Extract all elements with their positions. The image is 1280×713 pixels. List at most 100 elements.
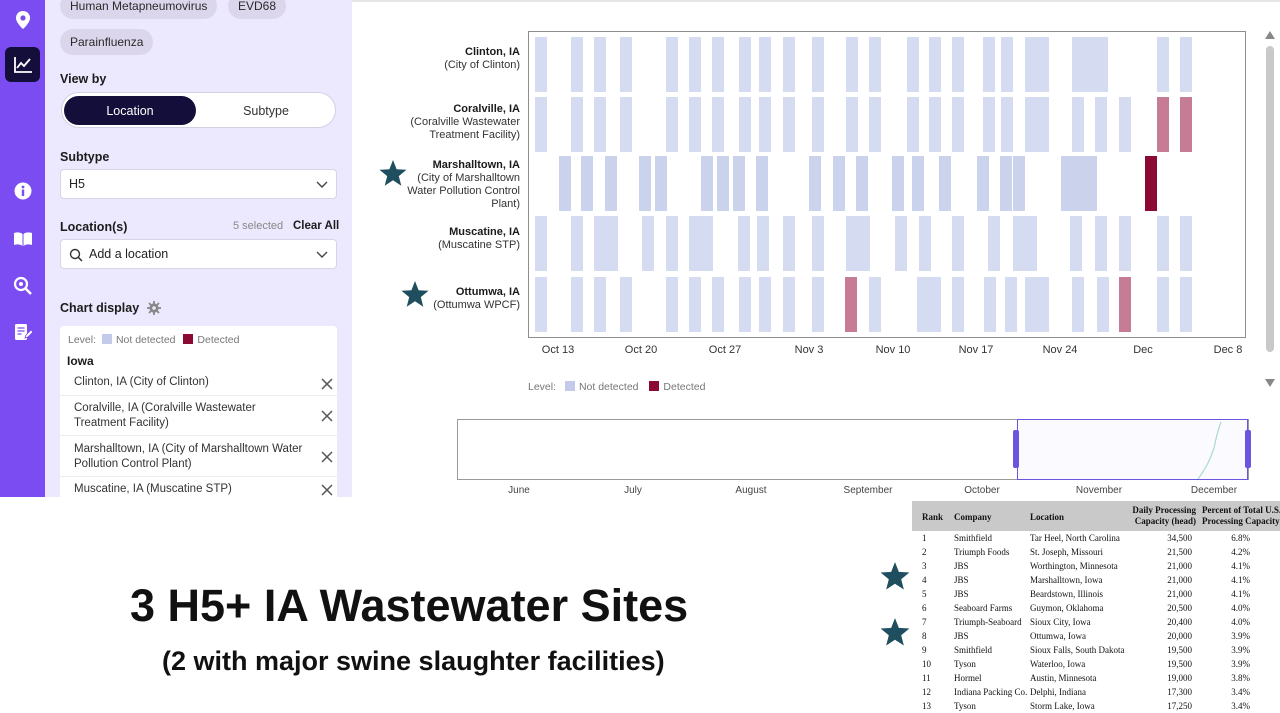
- not-detected-cell[interactable]: [620, 277, 632, 332]
- not-detected-cell[interactable]: [1157, 277, 1169, 332]
- brush-handle-left[interactable]: [1013, 430, 1019, 468]
- not-detected-cell[interactable]: [1097, 277, 1109, 332]
- view-subtype-button[interactable]: Subtype: [243, 103, 289, 118]
- not-detected-cell[interactable]: [712, 277, 724, 332]
- not-detected-cell[interactable]: [939, 156, 951, 211]
- not-detected-cell[interactable]: [783, 216, 795, 271]
- not-detected-cell[interactable]: [1000, 156, 1012, 211]
- not-detected-cell[interactable]: [907, 97, 919, 152]
- overview-timeline[interactable]: [457, 419, 1249, 480]
- not-detected-cell[interactable]: [689, 277, 701, 332]
- not-detected-cell[interactable]: [1157, 216, 1169, 271]
- not-detected-cell[interactable]: [666, 97, 678, 152]
- not-detected-cell[interactable]: [701, 156, 713, 211]
- add-location-input[interactable]: Add a location: [60, 239, 337, 269]
- subtype-chip[interactable]: EVD68: [228, 0, 287, 19]
- not-detected-cell[interactable]: [581, 156, 593, 211]
- not-detected-cell[interactable]: [666, 277, 678, 332]
- report-edit-icon[interactable]: [5, 314, 40, 349]
- not-detected-cell[interactable]: [856, 156, 868, 211]
- not-detected-cell[interactable]: [984, 277, 996, 332]
- not-detected-cell[interactable]: [1157, 37, 1169, 92]
- not-detected-cell[interactable]: [869, 97, 881, 152]
- not-detected-cell[interactable]: [594, 37, 606, 92]
- not-detected-cell[interactable]: [639, 156, 651, 211]
- not-detected-cell[interactable]: [594, 216, 618, 271]
- not-detected-cell[interactable]: [929, 37, 941, 92]
- detected-cell[interactable]: [845, 277, 857, 332]
- not-detected-cell[interactable]: [1180, 37, 1192, 92]
- not-detected-cell[interactable]: [977, 156, 989, 211]
- not-detected-cell[interactable]: [812, 277, 824, 332]
- not-detected-cell[interactable]: [1001, 37, 1013, 92]
- not-detected-cell[interactable]: [988, 216, 1000, 271]
- subtype-select[interactable]: H5: [60, 169, 337, 199]
- not-detected-cell[interactable]: [642, 216, 654, 271]
- detected-cell[interactable]: [1119, 277, 1131, 332]
- not-detected-cell[interactable]: [869, 277, 881, 332]
- not-detected-cell[interactable]: [833, 156, 845, 211]
- not-detected-cell[interactable]: [846, 216, 870, 271]
- not-detected-cell[interactable]: [812, 216, 824, 271]
- not-detected-cell[interactable]: [1095, 216, 1107, 271]
- not-detected-cell[interactable]: [620, 97, 632, 152]
- not-detected-cell[interactable]: [1119, 216, 1131, 271]
- not-detected-cell[interactable]: [846, 97, 858, 152]
- not-detected-cell[interactable]: [952, 37, 964, 92]
- not-detected-cell[interactable]: [666, 37, 678, 92]
- not-detected-cell[interactable]: [571, 97, 583, 152]
- not-detected-cell[interactable]: [783, 277, 795, 332]
- detected-cell[interactable]: [1180, 97, 1192, 152]
- scroll-up-icon[interactable]: [1264, 30, 1276, 40]
- close-icon[interactable]: [320, 483, 334, 497]
- not-detected-cell[interactable]: [1072, 277, 1084, 332]
- not-detected-cell[interactable]: [812, 97, 824, 152]
- detected-cell[interactable]: [1145, 156, 1157, 211]
- not-detected-cell[interactable]: [952, 97, 964, 152]
- not-detected-cell[interactable]: [1013, 156, 1025, 211]
- not-detected-cell[interactable]: [929, 97, 941, 152]
- not-detected-cell[interactable]: [846, 37, 858, 92]
- not-detected-cell[interactable]: [1061, 156, 1097, 211]
- not-detected-cell[interactable]: [712, 97, 724, 152]
- not-detected-cell[interactable]: [594, 97, 606, 152]
- not-detected-cell[interactable]: [535, 37, 547, 92]
- not-detected-cell[interactable]: [759, 97, 771, 152]
- brush-handle-right[interactable]: [1245, 430, 1251, 468]
- not-detected-cell[interactable]: [919, 216, 931, 271]
- not-detected-cell[interactable]: [689, 216, 713, 271]
- not-detected-cell[interactable]: [1025, 97, 1049, 152]
- subtype-chip[interactable]: Human Metapneumovirus: [60, 0, 218, 19]
- not-detected-cell[interactable]: [917, 277, 941, 332]
- not-detected-cell[interactable]: [1025, 277, 1049, 332]
- not-detected-cell[interactable]: [869, 37, 881, 92]
- not-detected-cell[interactable]: [571, 37, 583, 92]
- not-detected-cell[interactable]: [895, 216, 907, 271]
- gear-icon[interactable]: [147, 301, 161, 315]
- scrollbar-thumb[interactable]: [1266, 46, 1274, 352]
- not-detected-cell[interactable]: [689, 37, 701, 92]
- not-detected-cell[interactable]: [1013, 216, 1037, 271]
- not-detected-cell[interactable]: [739, 277, 751, 332]
- not-detected-cell[interactable]: [1095, 97, 1107, 152]
- close-icon[interactable]: [320, 377, 334, 391]
- not-detected-cell[interactable]: [559, 156, 571, 211]
- not-detected-cell[interactable]: [783, 37, 795, 92]
- not-detected-cell[interactable]: [809, 156, 821, 211]
- not-detected-cell[interactable]: [689, 97, 701, 152]
- not-detected-cell[interactable]: [535, 216, 547, 271]
- not-detected-cell[interactable]: [1025, 37, 1049, 92]
- not-detected-cell[interactable]: [620, 37, 632, 92]
- not-detected-cell[interactable]: [571, 216, 583, 271]
- not-detected-cell[interactable]: [1070, 216, 1082, 271]
- not-detected-cell[interactable]: [912, 156, 924, 211]
- not-detected-cell[interactable]: [892, 156, 904, 211]
- not-detected-cell[interactable]: [757, 216, 769, 271]
- detected-cell[interactable]: [1157, 97, 1169, 152]
- map-pin-icon[interactable]: [5, 2, 40, 37]
- not-detected-cell[interactable]: [535, 97, 547, 152]
- not-detected-cell[interactable]: [756, 156, 768, 211]
- view-location-button[interactable]: Location: [64, 96, 196, 125]
- not-detected-cell[interactable]: [1180, 277, 1192, 332]
- not-detected-cell[interactable]: [812, 37, 824, 92]
